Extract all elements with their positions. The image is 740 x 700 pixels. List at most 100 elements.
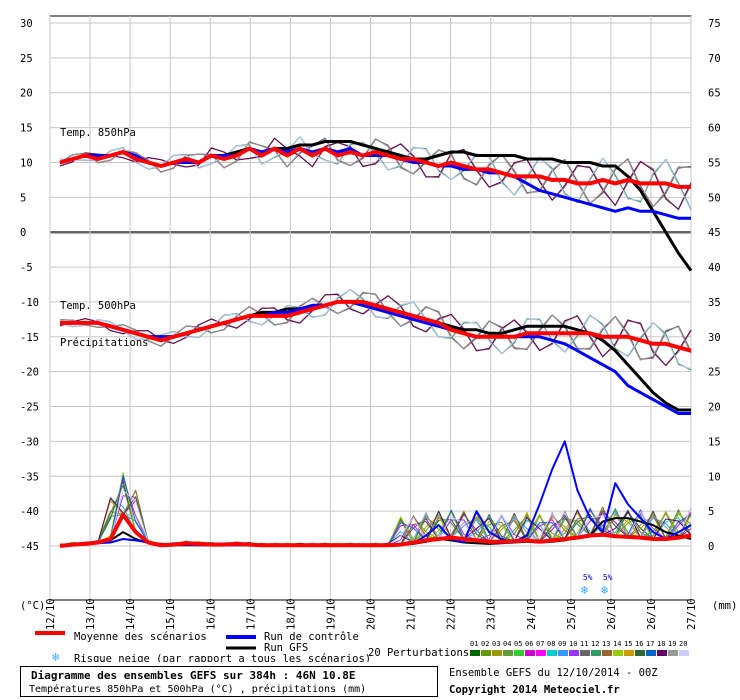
perturbation-swatch [481, 650, 491, 656]
perturbation-swatch [536, 650, 546, 656]
right-tick-label: 30 [708, 332, 721, 344]
right-tick-label: 70 [708, 53, 721, 65]
x-tick-label: 17/10 [245, 598, 257, 630]
left-tick-label: -20 [20, 367, 39, 379]
perturbation-swatch [635, 650, 645, 656]
perturbation-id: 03 [492, 640, 500, 648]
series-t500 [60, 299, 692, 353]
series-precip [59, 512, 692, 548]
t500-label: Temp. 500hPa [60, 300, 136, 312]
perturbation-swatch [558, 650, 568, 656]
right-tick-label: 5 [708, 506, 714, 518]
ensemble-chart: 302520151050-5-10-15-20-25-30-35-40-4575… [20, 15, 737, 662]
perturbation-id: 07 [536, 640, 544, 648]
perturbation-id: 13 [602, 640, 610, 648]
perturbation-id: 05 [514, 640, 522, 648]
left-tick-label: 25 [20, 53, 33, 65]
x-tick-label: 26/10 [646, 598, 658, 630]
perturbation-id: 20 [679, 640, 687, 648]
left-tick-label: 20 [20, 88, 33, 100]
right-tick-label: 50 [708, 192, 721, 204]
x-tick-label: 25/10 [566, 598, 578, 630]
left-tick-label: -35 [20, 471, 39, 483]
perturbation-t500-19 [59, 291, 692, 361]
x-tick-label: 14/10 [125, 598, 137, 630]
snow-risk-label: 5% [583, 573, 593, 582]
perturbation-swatch [613, 650, 623, 656]
perturbation-t850-19 [59, 138, 692, 208]
left-tick-label: 15 [20, 123, 33, 135]
footer-title-box: Diagramme des ensembles GEFS sur 384h : … [20, 666, 438, 697]
perturbation-id: 16 [635, 640, 643, 648]
right-axis-unit: (mm) [712, 600, 737, 612]
perturbation-id: 19 [668, 640, 676, 648]
x-tick-label: 20/10 [366, 598, 378, 630]
left-tick-label: -15 [20, 332, 39, 344]
series-t500 [60, 300, 691, 415]
legend-label-perturbations: 20 Perturbations [368, 647, 469, 659]
right-tick-label: 40 [708, 262, 721, 274]
x-tick-label: 15/10 [165, 598, 177, 630]
right-tick-label: 65 [708, 88, 721, 100]
perturbation-id: 04 [503, 640, 511, 648]
right-tick-label: 0 [708, 541, 714, 553]
left-tick-label: -40 [20, 506, 39, 518]
perturbation-id: 18 [657, 640, 665, 648]
x-tick-label: 21/10 [406, 598, 418, 630]
right-tick-label: 20 [708, 402, 721, 414]
left-tick-label: 0 [20, 227, 26, 239]
left-axis-unit: (°C) [20, 600, 45, 612]
x-tick-label: 18/10 [285, 598, 297, 630]
perturbation-id: 14 [613, 640, 621, 648]
footer-subtitle: Températures 850hPa et 500hPa (°C) , pré… [29, 684, 367, 695]
snow-risk-icon: ❄ [581, 583, 588, 597]
perturbation-id: 11 [580, 640, 588, 648]
perturbation-id: 17 [646, 640, 654, 648]
right-tick-label: 55 [708, 157, 721, 169]
left-tick-label: -10 [20, 297, 39, 309]
right-tick-label: 60 [708, 123, 721, 135]
perturbation-swatch [503, 650, 513, 656]
perturbation-swatch [547, 650, 557, 656]
perturbation-swatch [569, 650, 579, 656]
right-tick-label: 35 [708, 297, 721, 309]
x-tick-label: 23/10 [486, 598, 498, 630]
perturbation-id: 09 [558, 640, 566, 648]
perturbation-id: 01 [470, 640, 478, 648]
left-tick-label: 30 [20, 18, 33, 30]
perturbation-swatch [492, 650, 502, 656]
perturbation-t500-20 [59, 289, 692, 370]
legend-label-control: Run de contrôle [264, 631, 359, 643]
series-group [59, 136, 693, 548]
right-tick-label: 45 [708, 227, 721, 239]
perturbation-swatch [646, 650, 656, 656]
perturbation-swatch [580, 650, 590, 656]
precip-label: Précipitations [60, 337, 149, 349]
perturbation-swatch [602, 650, 612, 656]
snow-risk-icon: ❄ [601, 583, 608, 597]
perturbation-id: 02 [481, 640, 489, 648]
x-tick-label: 22/10 [446, 598, 458, 630]
x-tick-label: 16/10 [205, 598, 217, 630]
perturbation-id: 10 [569, 640, 577, 648]
snow-icon: ❄ [52, 650, 59, 662]
footer-title: Diagramme des ensembles GEFS sur 384h : … [31, 669, 356, 682]
perturbation-swatch [624, 650, 634, 656]
perturbation-id: 08 [547, 640, 555, 648]
left-tick-label: -5 [20, 262, 33, 274]
left-tick-label: 10 [20, 157, 33, 169]
x-tick-label: 24/10 [526, 598, 538, 630]
copyright: Copyright 2014 Meteociel.fr [449, 684, 620, 696]
perturbation-id: 15 [624, 640, 632, 648]
legend: Moyenne des scénarios Run de contrôleRun … [35, 631, 689, 662]
left-tick-label: -25 [20, 402, 39, 414]
perturbation-swatch [668, 650, 678, 656]
series-t850 [59, 146, 691, 189]
x-tick-label: 19/10 [325, 598, 337, 630]
right-tick-label: 15 [708, 436, 721, 448]
legend-label-gfs: Run GFS [264, 642, 308, 654]
right-tick-label: 25 [708, 367, 721, 379]
snow-risk-label: 5% [603, 573, 613, 582]
x-tick-label: 26/10 [606, 598, 618, 630]
run-info: Ensemble GEFS du 12/10/2014 - 00Z [449, 667, 658, 679]
